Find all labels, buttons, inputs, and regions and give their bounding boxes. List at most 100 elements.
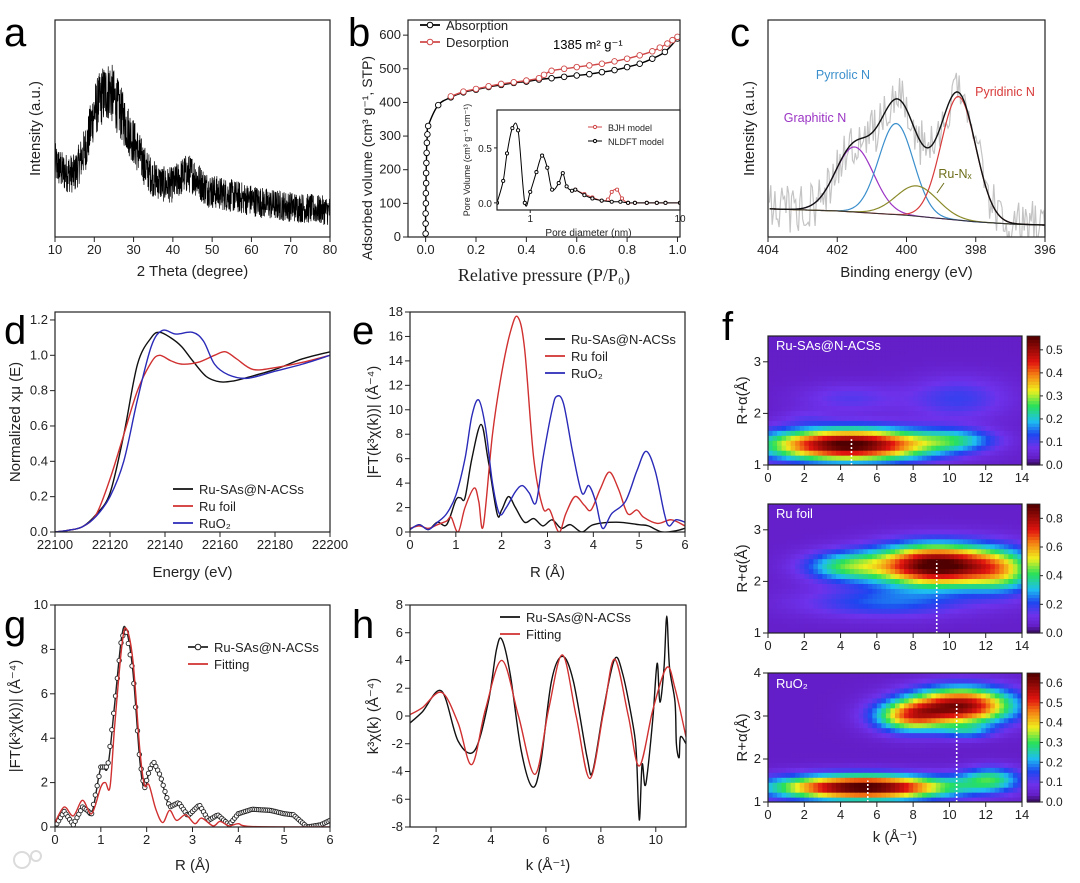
heatmap-cell [849, 573, 855, 580]
data-point [424, 131, 431, 138]
heatmap-cell [935, 336, 941, 342]
heatmap-cell [972, 455, 978, 461]
heatmap-cell [858, 712, 864, 719]
heatmap-cell [817, 504, 824, 510]
heatmap-cell [1008, 747, 1014, 753]
colorbar-tick-label: 0.4 [1046, 569, 1063, 583]
heatmap-cell [822, 707, 828, 714]
heatmap-cell [976, 504, 982, 510]
data-point [540, 71, 548, 79]
heatmap-cell [872, 677, 878, 684]
heatmap-cell [917, 752, 923, 758]
heatmap-cell [772, 425, 778, 431]
heatmap-cell [972, 742, 978, 749]
heatmap-cell [944, 792, 951, 798]
heatmap-cell [967, 410, 973, 416]
heatmap-cell [854, 568, 860, 575]
heatmap-cell [804, 772, 810, 778]
heatmap-cell [831, 673, 837, 679]
series-group [410, 315, 685, 532]
heatmap-cell [967, 573, 973, 580]
heatmap-cell [854, 365, 860, 372]
heatmap-cell [895, 563, 901, 570]
heatmap-cell [981, 692, 987, 699]
heatmap-cell [1012, 707, 1019, 714]
heatmap-cell [963, 450, 969, 456]
heatmap-cell [845, 415, 851, 421]
heatmap-cell [904, 558, 910, 565]
heatmap-cell [985, 336, 991, 342]
heatmap-cell [899, 737, 905, 744]
heatmap-cell [772, 548, 778, 555]
heatmap-cell [953, 420, 960, 426]
heatmap-cell [967, 370, 973, 377]
heatmap-cell [949, 440, 955, 446]
heatmap-cell [1012, 742, 1019, 749]
heatmap-cell [817, 623, 824, 629]
heatmap-cell [963, 340, 969, 347]
heatmap-cell [1017, 390, 1022, 397]
heatmap-cell [1012, 405, 1019, 412]
heatmap-cell [981, 717, 987, 724]
heatmap-cell [885, 682, 892, 689]
heatmap-cell [795, 707, 801, 714]
heatmap-cell [831, 345, 837, 352]
heatmap-cell [963, 588, 969, 594]
heatmap-cell [768, 792, 774, 798]
colorbar-segment [1027, 533, 1040, 537]
heatmap-cell [777, 370, 783, 377]
heatmap-cell [890, 440, 896, 446]
heatmap-cell [940, 673, 946, 679]
heatmap-cell [1012, 538, 1019, 545]
heatmap-cell [994, 588, 1000, 594]
heatmap-cell [899, 563, 905, 570]
heatmap-cell [917, 425, 923, 431]
heatmap-cell [885, 513, 892, 520]
heatmap-cell [840, 410, 846, 416]
heatmap-cell [985, 538, 991, 545]
heatmap-cell [845, 578, 851, 584]
heatmap-cell [922, 460, 928, 465]
heatmap-cell [795, 504, 801, 510]
heatmap-cell [881, 737, 887, 744]
heatmap-cell [967, 563, 973, 570]
heatmap-cell [863, 722, 869, 729]
heatmap-cell [795, 797, 801, 802]
heatmap-cell [836, 717, 842, 724]
heatmap-cell [795, 727, 801, 734]
heatmap-cell [845, 508, 851, 515]
heatmap-cell [858, 613, 864, 619]
heatmap-cell [1012, 692, 1019, 699]
heatmap-cell [908, 797, 914, 802]
heatmap-cell [885, 677, 892, 684]
heatmap-cell [904, 410, 910, 416]
heatmap-cell [872, 504, 878, 510]
heatmap-cell [1003, 390, 1009, 397]
heatmap-cell [940, 732, 946, 739]
heatmap-cell [795, 682, 801, 689]
heatmap-cell [781, 702, 787, 709]
heatmap-cell [958, 370, 964, 377]
heatmap-cell [935, 380, 941, 387]
heatmap-cell [926, 523, 932, 530]
heatmap-cell [926, 430, 932, 436]
heatmap-cell [1012, 455, 1019, 461]
heatmap-cell [972, 435, 978, 441]
heatmap-cell [949, 673, 955, 679]
heatmap-cell [772, 787, 778, 793]
heatmap-cell [1012, 767, 1019, 773]
heatmap-cell [867, 757, 873, 763]
heatmap-cell [999, 722, 1005, 729]
heatmap-cell [799, 762, 805, 768]
heatmap-cell [781, 717, 787, 724]
heatmap-cell [840, 445, 846, 451]
heatmap-cell [1003, 752, 1009, 758]
colorbar-segment [1027, 448, 1040, 453]
heatmap-cell [840, 548, 846, 555]
heatmap-cell [994, 400, 1000, 407]
heatmap-cell [777, 702, 783, 709]
heatmap-cell [913, 762, 919, 768]
heatmap-cell [854, 558, 860, 565]
colorbar-segment [1027, 578, 1040, 582]
heatmap-cell [790, 573, 796, 580]
